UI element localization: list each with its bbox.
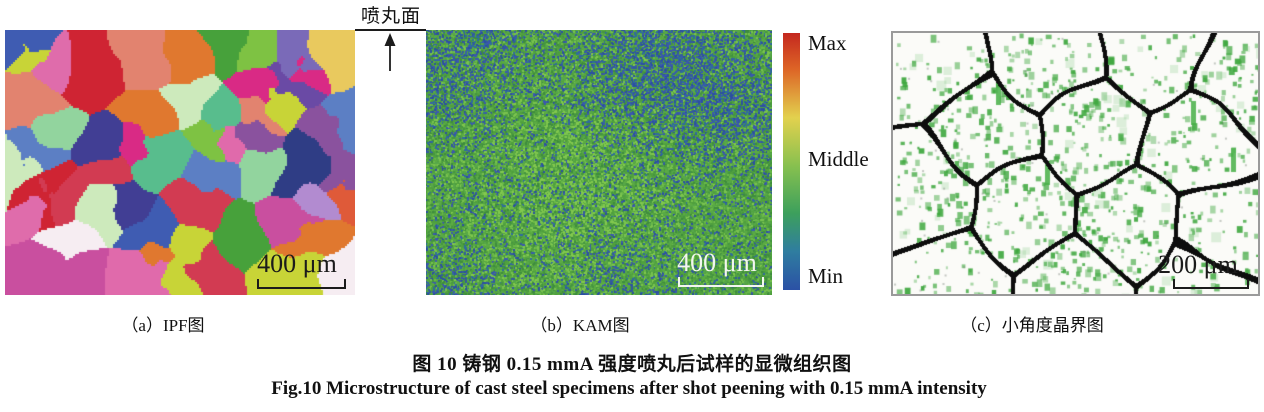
scale-bar-line-b bbox=[678, 277, 764, 287]
scale-bar-label-c: 200 μm bbox=[1158, 250, 1238, 279]
ipf-map-image bbox=[5, 30, 355, 295]
kam-map-image bbox=[426, 30, 772, 295]
scale-bar-line-c bbox=[1173, 279, 1249, 289]
caption-panel-b: （b）KAM图 bbox=[530, 316, 630, 335]
colorbar-middle-label: Middle bbox=[808, 147, 869, 171]
up-arrow-icon bbox=[384, 33, 396, 71]
scale-bar-label-b: 400 μm bbox=[677, 248, 757, 277]
shot-peening-surface-label: 喷丸面 bbox=[360, 6, 422, 27]
caption-panel-a: （a）IPF图 bbox=[121, 316, 205, 335]
colorbar-min-label: Min bbox=[808, 264, 844, 288]
colorbar-max-label: Max bbox=[808, 31, 847, 55]
kam-colorbar bbox=[783, 33, 800, 290]
surface-indicator-line bbox=[355, 29, 426, 31]
scale-bar-label-a: 400 μm bbox=[257, 249, 337, 278]
panel-ipf-map bbox=[5, 30, 355, 295]
caption-panel-c: （c）小角度晶界图 bbox=[960, 316, 1104, 335]
figure-caption-english: Fig.10 Microstructure of cast steel spec… bbox=[271, 378, 987, 399]
scale-bar-line-a bbox=[257, 279, 346, 289]
figure-caption-chinese: 图 10 铸钢 0.15 mmA 强度喷丸后试样的显微组织图 bbox=[412, 354, 852, 375]
lagb-map-image bbox=[893, 33, 1258, 294]
panel-lagb-map bbox=[891, 31, 1260, 296]
panel-kam-map bbox=[426, 30, 772, 295]
